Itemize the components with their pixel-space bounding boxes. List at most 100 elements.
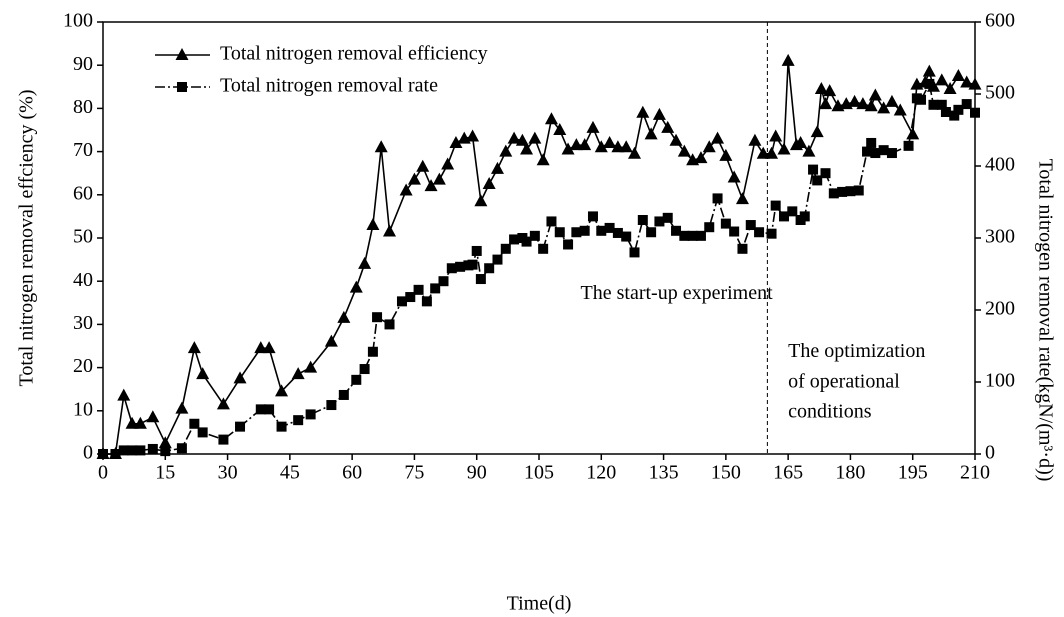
triangle-marker (765, 146, 779, 159)
square-marker (828, 188, 839, 199)
square-marker (928, 99, 939, 110)
square-marker (521, 236, 532, 247)
square-marker (118, 445, 129, 456)
triangle-marker (337, 310, 351, 323)
square-marker (455, 261, 466, 272)
triangle-marker (117, 388, 131, 401)
square-marker (787, 206, 798, 217)
triangle-marker (528, 131, 542, 144)
square-marker (970, 107, 980, 118)
square-marker (475, 274, 486, 285)
x-axis-label: Time(d) (507, 593, 572, 615)
square-marker (587, 211, 598, 222)
triangle-marker (823, 84, 837, 97)
square-marker (235, 421, 246, 432)
triangle-marker (358, 256, 372, 269)
y-tick-label: 80 (73, 96, 93, 118)
y-tick-label: 20 (73, 355, 93, 377)
square-marker (430, 283, 441, 294)
square-marker (745, 220, 756, 231)
x-tick-label: 0 (98, 462, 108, 484)
square-marker (384, 319, 395, 330)
triangle-marker (275, 384, 289, 397)
x-tick-label: 165 (773, 462, 803, 484)
triangle-marker (810, 125, 824, 138)
x-tick-label: 120 (586, 462, 616, 484)
annotation: of operational (788, 370, 900, 392)
triangle-marker (324, 334, 338, 347)
triangle-marker (399, 183, 413, 196)
triangle-marker (644, 127, 658, 140)
series-line (103, 60, 976, 455)
triangle-marker (441, 157, 455, 170)
annotation: The start-up experiment (581, 282, 774, 304)
triangle-marker (906, 127, 920, 140)
y2-tick-label: 300 (985, 226, 1015, 248)
square-marker (646, 227, 657, 238)
square-marker (886, 148, 897, 159)
square-marker (538, 243, 549, 254)
triangle-marker (262, 341, 276, 354)
square-marker (949, 110, 960, 121)
triangle-marker (544, 112, 558, 125)
triangle-marker (125, 416, 139, 429)
square-marker (662, 212, 673, 223)
triangle-marker (196, 367, 210, 380)
triangle-marker (424, 179, 438, 192)
square-marker (359, 364, 370, 375)
square-marker (596, 225, 607, 236)
square-marker (492, 254, 503, 265)
square-marker (405, 292, 416, 303)
square-marker (293, 415, 304, 426)
triangle-marker (719, 148, 733, 161)
triangle-marker (291, 367, 305, 380)
square-marker (484, 263, 495, 274)
x-tick-label: 60 (342, 462, 362, 484)
triangle-marker (175, 401, 189, 414)
square-marker (189, 418, 200, 429)
square-marker (712, 193, 723, 204)
square-marker (563, 239, 574, 250)
x-tick-label: 105 (524, 462, 554, 484)
square-marker (421, 296, 432, 307)
square-marker (866, 137, 877, 148)
triangle-marker (885, 94, 899, 107)
legend-label: Total nitrogen removal efficiency (220, 43, 488, 65)
square-marker (98, 449, 108, 459)
square-marker (799, 211, 810, 222)
square-marker (255, 404, 266, 415)
triangle-marker (374, 140, 388, 153)
triangle-marker (802, 144, 816, 157)
triangle-marker (383, 224, 397, 237)
triangle-marker (819, 97, 833, 110)
triangle-marker (756, 146, 770, 159)
square-marker (924, 78, 935, 89)
square-marker (916, 94, 927, 105)
triangle-marker (536, 153, 550, 166)
triangle-marker (416, 159, 430, 172)
triangle-marker (520, 142, 534, 155)
square-marker (197, 427, 208, 438)
y2-tick-label: 100 (985, 370, 1015, 392)
triangle-marker (727, 170, 741, 183)
square-marker (471, 245, 482, 256)
square-marker (176, 443, 187, 454)
triangle-marker (848, 94, 862, 107)
triangle-marker (304, 360, 318, 373)
triangle-marker (482, 177, 496, 189)
y-tick-label: 30 (73, 312, 93, 334)
square-marker (737, 243, 748, 254)
square-marker (160, 446, 171, 457)
x-tick-label: 135 (649, 462, 679, 484)
square-marker (546, 216, 557, 227)
triangle-marker (960, 75, 974, 88)
square-marker (135, 445, 146, 456)
square-marker (276, 421, 287, 432)
triangle-marker (561, 142, 575, 155)
triangle-marker (254, 341, 268, 354)
square-marker (305, 409, 316, 420)
x-tick-label: 195 (898, 462, 928, 484)
y-tick-label: 40 (73, 269, 93, 291)
triangle-marker (794, 135, 808, 148)
